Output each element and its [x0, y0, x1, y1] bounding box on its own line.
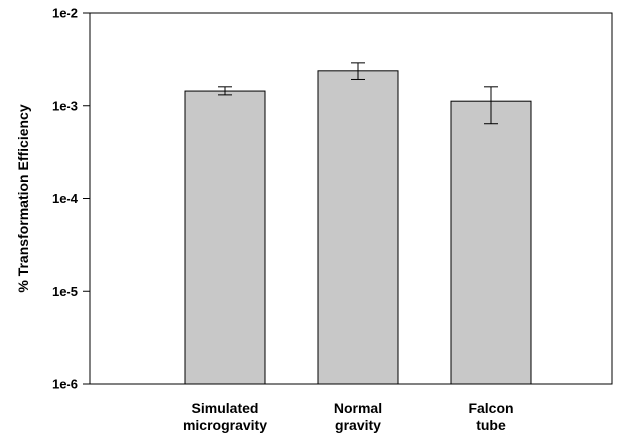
- x-category-label: tube: [476, 417, 506, 433]
- x-category-label: microgravity: [183, 417, 267, 433]
- y-axis-title: % Transformation Efficiency: [15, 104, 31, 292]
- bar: [450, 100, 532, 385]
- x-category-label: gravity: [335, 417, 381, 433]
- error-bars-group: [218, 62, 498, 125]
- bar: [184, 90, 266, 385]
- y-tick-label: 1e-2: [52, 6, 78, 21]
- x-category-label: Falcon: [468, 400, 513, 416]
- x-category-label: Simulated: [192, 400, 259, 416]
- bar: [317, 70, 399, 385]
- bars-group: [184, 70, 532, 385]
- x-category-label: Normal: [334, 400, 382, 416]
- y-tick-label: 1e-5: [52, 284, 78, 299]
- y-axis: 1e-6 1e-5 1e-4 1e-3 1e-2: [52, 6, 90, 392]
- y-tick-label: 1e-4: [52, 191, 79, 206]
- y-tick-label: 1e-3: [52, 98, 78, 113]
- y-tick-label: 1e-6: [52, 377, 78, 392]
